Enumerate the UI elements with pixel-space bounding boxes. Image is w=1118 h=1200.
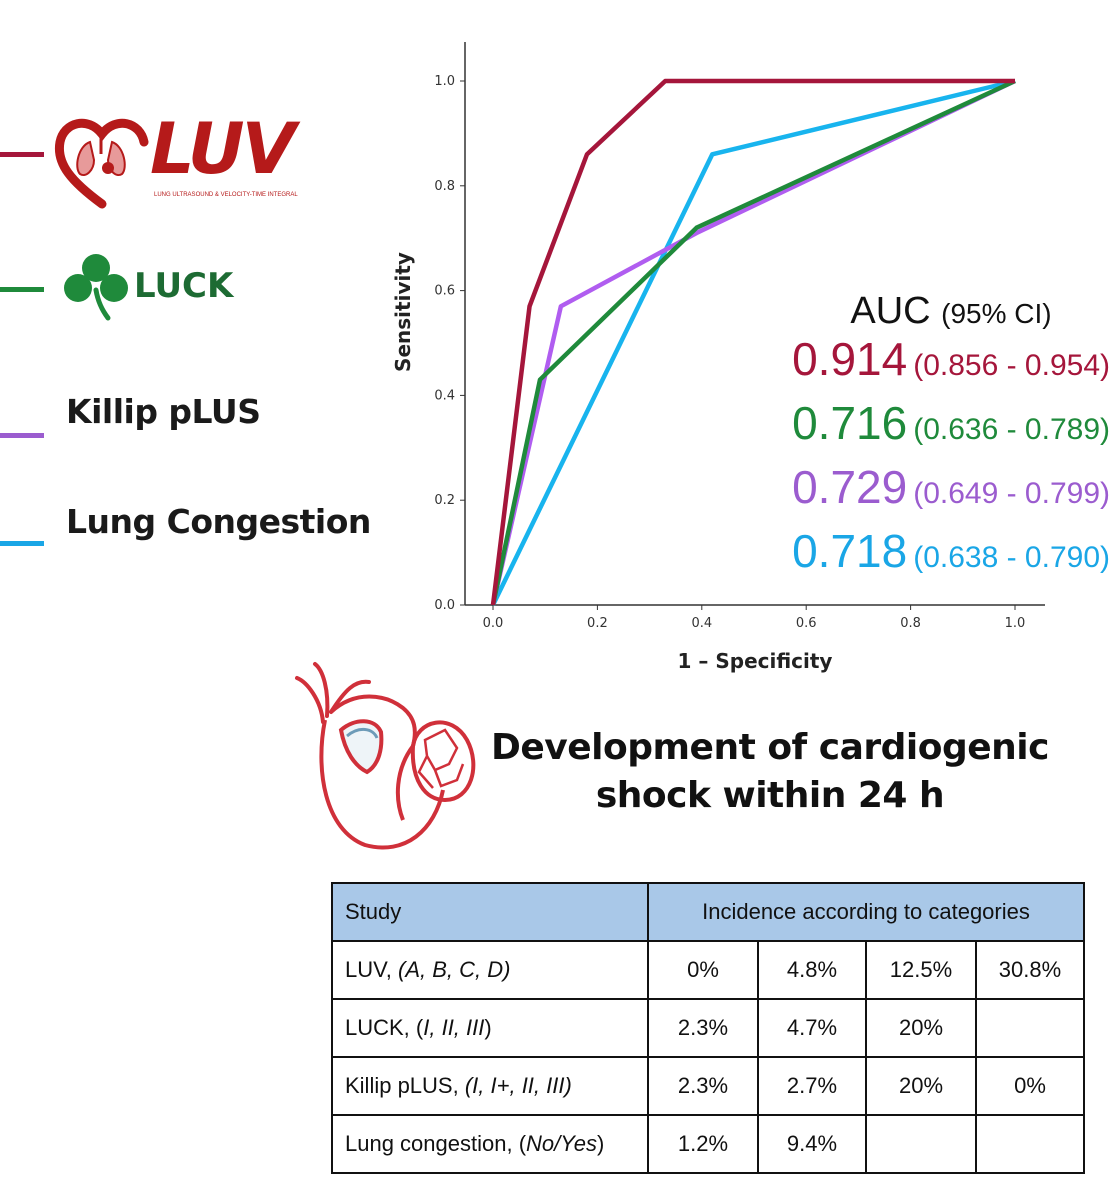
auc-value: 0.716 — [792, 397, 908, 449]
header-incidence: Incidence according to categories — [647, 882, 1085, 942]
study-close-paren: ) — [596, 1131, 605, 1156]
x-tick-label: 0.2 — [587, 616, 608, 631]
x-axis-label: 1 – Specificity — [678, 649, 833, 673]
y-tick-group: 0.0 0.2 0.4 0.6 0.8 1.0 — [434, 74, 465, 613]
x-tick-label: 0.4 — [691, 616, 712, 631]
legend-label-killip: Killip pLUS — [66, 392, 261, 431]
auc-title-text: AUC — [850, 290, 931, 332]
legend-item-congestion: Lung Congestion — [0, 502, 371, 546]
y-tick-label: 1.0 — [434, 74, 455, 89]
incidence-cell: 12.5% — [865, 940, 977, 1000]
x-tick-label: 1.0 — [1005, 616, 1026, 631]
incidence-cell: 1.2% — [647, 1114, 759, 1174]
roc-chart: 0.0 0.2 0.4 0.6 0.8 1.0 0.0 0.2 0.4 0.6 0.8 1.0 1 … — [391, 42, 1045, 673]
study-categories: (I, I+, II, III) — [464, 1073, 572, 1098]
y-axis-label: Sensitivity — [391, 252, 415, 372]
series-line-luv — [490, 78, 1015, 606]
auc-ci: (0.636 - 0.789) — [913, 413, 1110, 446]
incidence-cell: 0% — [647, 940, 759, 1000]
x-tick-label: 0.0 — [483, 616, 504, 631]
luck-logo-text: LUCK — [134, 266, 234, 306]
legend-line-killip — [0, 433, 44, 438]
incidence-cell: 2.3% — [647, 998, 759, 1058]
incidence-cell: 0% — [975, 1056, 1085, 1116]
chart-axes — [464, 42, 1045, 606]
x-tick-label: 0.6 — [796, 616, 817, 631]
series-line-congestion — [490, 78, 1016, 606]
incidence-cell — [975, 1114, 1085, 1174]
shamrock-icon — [64, 254, 128, 321]
incidence-cell: 4.7% — [757, 998, 867, 1058]
incidence-cell: 20% — [865, 998, 977, 1058]
heart-shock-icon — [295, 662, 476, 850]
study-name: LUCK, ( — [345, 1015, 424, 1040]
incidence-cell: 2.3% — [647, 1056, 759, 1116]
auc-title: AUC (95% CI) — [796, 290, 1106, 333]
series-line-luck — [490, 78, 1016, 606]
series-group — [490, 78, 1016, 606]
legend-item-luv — [0, 152, 44, 157]
table-row: LUV, (A, B, C, D) 0% 4.8% 12.5% 30.8% — [331, 940, 1085, 1000]
incidence-cell: 4.8% — [757, 940, 867, 1000]
incidence-cell: 20% — [865, 1056, 977, 1116]
x-tick-label: 0.8 — [900, 616, 921, 631]
auc-ci: (0.638 - 0.790) — [913, 541, 1110, 574]
study-categories: (A, B, C, D) — [398, 957, 511, 982]
table-header-row: Study Incidence according to categories — [331, 882, 1085, 942]
auc-value: 0.718 — [792, 525, 908, 577]
table-row: Lung congestion, (No/Yes) 1.2% 9.4% — [331, 1114, 1085, 1174]
incidence-cell — [865, 1114, 977, 1174]
study-categories: No/Yes — [526, 1131, 597, 1156]
study-close-paren: ) — [484, 1015, 492, 1040]
legend-line-luv — [0, 152, 44, 157]
auc-box: AUC (95% CI) 0.914 (0.856 - 0.954) 0.716(… — [740, 290, 1110, 589]
luv-logo-text: LUV — [150, 108, 296, 190]
auc-row-luv: 0.914 (0.856 - 0.954) — [740, 333, 1110, 397]
shock-title: Development of cardiogenic shock within … — [470, 724, 1070, 820]
y-tick-label: 0.2 — [434, 493, 455, 508]
heart-lungs-icon — [54, 118, 149, 209]
incidence-table: Study Incidence according to categories … — [331, 882, 1085, 1174]
legend-line-luck — [0, 287, 44, 292]
y-tick-label: 0.8 — [434, 179, 455, 194]
auc-value: 0.729 — [792, 461, 908, 513]
legend-item-killip: Killip pLUS — [0, 392, 261, 438]
auc-title-suffix: (95% CI) — [941, 298, 1052, 329]
legend-label-congestion: Lung Congestion — [66, 502, 371, 541]
study-name-cell: Killip pLUS, (I, I+, II, III) — [331, 1056, 649, 1116]
luv-logo-subtitle: LUNG ULTRASOUND & VELOCITY-TIME INTEGRAL — [154, 192, 298, 198]
study-name: Killip pLUS, — [345, 1073, 465, 1098]
auc-row-killip: 0.729 (0.649 - 0.799) — [740, 461, 1110, 525]
y-tick-label: 0.4 — [434, 388, 455, 403]
legend-line-congestion — [0, 541, 44, 546]
incidence-cell — [975, 998, 1085, 1058]
study-categories: I, II, III — [423, 1015, 485, 1040]
y-tick-label: 0.0 — [434, 598, 455, 613]
study-name-cell: Lung congestion, (No/Yes) — [331, 1114, 649, 1174]
auc-ci: (0.649 - 0.799) — [913, 477, 1110, 510]
incidence-cell: 2.7% — [757, 1056, 867, 1116]
study-name-cell: LUV, (A, B, C, D) — [331, 940, 649, 1000]
auc-value: 0.914 — [792, 333, 908, 385]
x-tick-group: 0.0 0.2 0.4 0.6 0.8 1.0 — [483, 605, 1026, 631]
auc-ci: (0.856 - 0.954) — [913, 349, 1110, 382]
table-row: Killip pLUS, (I, I+, II, III) 2.3% 2.7% 20%… — [331, 1056, 1085, 1116]
study-name-cell: LUCK, (I, II, III) — [331, 998, 649, 1058]
incidence-cell: 30.8% — [975, 940, 1085, 1000]
auc-row-congestion: 0.718 (0.638 - 0.790) — [740, 525, 1110, 589]
header-study: Study — [331, 882, 649, 942]
legend-item-luck — [0, 287, 44, 292]
incidence-cell: 9.4% — [757, 1114, 867, 1174]
table-body: LUV, (A, B, C, D) 0% 4.8% 12.5% 30.8% LUCK, (… — [331, 940, 1085, 1174]
table-row: LUCK, (I, II, III) 2.3% 4.7% 20% — [331, 998, 1085, 1058]
study-name: LUV, — [345, 957, 399, 982]
luv-logo: LUV LUNG ULTRASOUND & VELOCITY-TIME INTE… — [52, 108, 298, 210]
y-tick-label: 0.6 — [434, 284, 455, 299]
study-name: Lung congestion, ( — [345, 1131, 527, 1156]
auc-row-luck: 0.716 (0.636 - 0.789) — [740, 397, 1110, 461]
series-line-killip — [490, 78, 1016, 606]
shock-title-line-2: shock within 24 h — [595, 775, 945, 816]
shock-title-line-1: Development of cardiogenic — [491, 727, 1049, 768]
luck-logo: LUCK — [60, 250, 233, 322]
